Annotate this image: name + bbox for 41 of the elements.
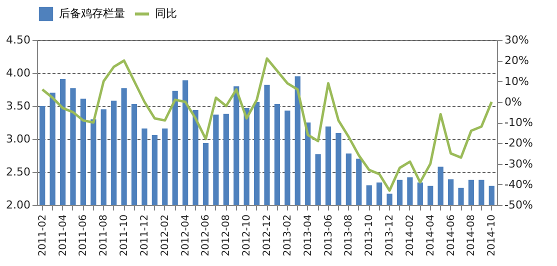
y-tick-label: 4.00 [6, 66, 30, 80]
y2-tick-label: -30% [504, 157, 533, 170]
x-tick-label: 2014-10 [486, 214, 498, 256]
x-tick-label: 2013-06 [323, 214, 334, 256]
y-tick-label: 3.00 [6, 132, 30, 146]
x-tick-label: 2011-02 [37, 214, 48, 256]
legend-label: 同比 [155, 7, 177, 20]
x-tick-label: 2013-12 [384, 214, 396, 256]
y-tick-label: 4.50 [6, 34, 30, 46]
x-tick-label: 2013-04 [302, 214, 314, 256]
y2-tick-label: -50% [504, 198, 533, 212]
y2-tick-label: 30% [504, 34, 529, 46]
x-tick-label: 2011-12 [139, 214, 150, 256]
x-tick-label: 2011-10 [119, 214, 130, 256]
x-tick-label: 2013-08 [344, 214, 355, 256]
y-tick-label: 2.50 [6, 166, 30, 178]
x-tick-label: 2013-02 [282, 214, 294, 256]
y2-tick-label: -10% [504, 116, 533, 129]
x-tick-label: 2012-04 [180, 214, 192, 256]
x-tick-label: 2012-02 [160, 214, 171, 256]
y2-tick-label: -20% [504, 136, 533, 150]
x-tick-label: 2014-08 [466, 214, 478, 256]
x-tick-label: 2014-04 [425, 214, 436, 256]
y-tick-label: 2.00 [6, 198, 30, 212]
y-tick-label: 3.50 [6, 100, 30, 112]
legend-label: 后备鸡存栏量 [59, 7, 125, 20]
x-tick-label: 2013-10 [364, 214, 376, 256]
x-tick-label: 2011-04 [58, 214, 69, 256]
x-tick-label: 2014-06 [446, 214, 457, 256]
y2-tick-label: 0% [504, 95, 522, 108]
x-tick-label: 2012-12 [262, 214, 273, 256]
x-tick-label: 2012-06 [200, 214, 212, 256]
y2-tick-label: -40% [504, 178, 533, 191]
x-tick-label: 2012-10 [242, 214, 253, 256]
x-tick-label: 2012-08 [221, 214, 232, 256]
y2-tick-label: 20% [504, 54, 529, 68]
line-series [41, 57, 493, 192]
y2-tick-label: 10% [504, 74, 529, 88]
x-tick-label: 2011-08 [98, 214, 110, 256]
x-tick-label: 2014-02 [404, 214, 416, 256]
x-tick-label: 2011-06 [78, 214, 90, 256]
